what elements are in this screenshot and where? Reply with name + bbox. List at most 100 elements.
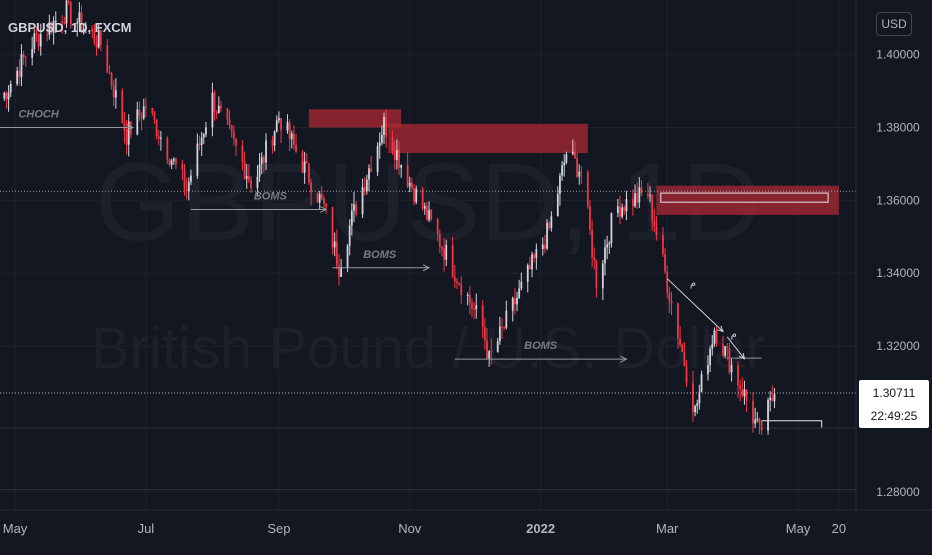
candle-body [574, 151, 576, 159]
candle-body [546, 222, 548, 249]
candle-body [683, 352, 686, 367]
currency-button[interactable]: USD [876, 12, 912, 36]
candle-body [513, 298, 516, 305]
move-arrowhead [738, 352, 746, 360]
candle-body [655, 226, 658, 236]
candle-body [451, 244, 454, 277]
candle-body [160, 137, 162, 139]
candle-body [758, 418, 761, 423]
candle-body [9, 83, 12, 93]
candle-body [726, 346, 729, 349]
candle-body [503, 327, 506, 329]
candle-body [331, 207, 334, 248]
candle-body [707, 365, 709, 375]
candle-body [486, 340, 488, 359]
candle-body [453, 276, 456, 282]
time-tick-label: 2022 [526, 521, 555, 536]
candle-body [355, 204, 358, 215]
candle-body [436, 219, 439, 234]
candle-body [413, 188, 415, 203]
candle-body [696, 403, 699, 406]
candle-body [110, 72, 113, 86]
candle-body [54, 20, 57, 22]
candle-body [198, 143, 201, 146]
candle-body [576, 158, 579, 177]
candle-body [31, 49, 34, 58]
candle-body [391, 137, 394, 152]
candle-body [35, 33, 38, 35]
candle-body [84, 28, 87, 30]
candle-body [288, 122, 291, 140]
candle-body [52, 21, 55, 33]
candle-body [531, 254, 533, 270]
price-tick-label: 1.28000 [876, 485, 920, 499]
move-arrow [666, 278, 724, 332]
candle-body [586, 171, 589, 207]
candle-body [653, 220, 656, 227]
watermark-name: British Pound / U.S. Dollar [91, 316, 765, 381]
candle-body [754, 419, 757, 424]
candle-body [376, 146, 379, 173]
candle-body [713, 330, 716, 344]
candle-body [106, 45, 109, 73]
candle-body [400, 165, 403, 168]
candle-body [5, 92, 8, 100]
candle-body [271, 140, 274, 146]
move-arrow [726, 336, 745, 360]
candle-body [441, 246, 443, 249]
candle-body [535, 249, 538, 259]
candle-body [220, 105, 222, 109]
candle-body [443, 248, 445, 260]
time-tick-label: Jul [138, 521, 155, 536]
candle-body [175, 158, 177, 164]
candle-body [670, 300, 673, 304]
candle-body [301, 151, 304, 173]
candle-body [340, 267, 343, 277]
candle-body [303, 161, 306, 173]
candle-body [250, 179, 252, 188]
candle-body [3, 92, 6, 99]
candle-body [16, 70, 19, 84]
candle-body [668, 292, 671, 301]
candle-body [640, 187, 643, 194]
candle-body [67, 0, 70, 2]
candle-body [737, 365, 739, 386]
candle-body [722, 343, 724, 356]
symbol-title[interactable]: GBPUSD, 1D, FXCM [8, 20, 132, 35]
annotation-arrowhead [620, 355, 628, 363]
candle-body [406, 165, 409, 187]
candle-body [490, 351, 493, 353]
candle-body [108, 72, 111, 74]
candle-body [378, 142, 381, 147]
price-tick-label: 1.32000 [876, 339, 920, 353]
candle-body [415, 188, 418, 203]
candle-body [730, 365, 733, 373]
candle-body [466, 294, 469, 296]
candle-body [426, 206, 428, 220]
candle-body [430, 209, 433, 220]
supply-zone [388, 123, 588, 153]
candle-body [215, 111, 218, 113]
candle-body [393, 151, 396, 160]
candle-body [529, 265, 531, 270]
candle-body [565, 154, 568, 163]
candle-body [631, 199, 634, 207]
candle-body [616, 206, 619, 213]
candle-body [151, 107, 154, 113]
candle-body [438, 233, 441, 247]
candle-body [593, 257, 596, 261]
candle-body [166, 137, 169, 160]
candle-body [625, 199, 628, 212]
candle-body [741, 388, 744, 397]
candle-body [571, 151, 574, 155]
candle-body [65, 0, 68, 24]
candle-body [550, 216, 553, 229]
candles [3, 0, 776, 436]
candle-body [769, 397, 772, 401]
candle-body [308, 163, 310, 183]
candle-body [114, 90, 117, 98]
arrow-label: م [731, 329, 737, 340]
candle-body [501, 326, 503, 328]
